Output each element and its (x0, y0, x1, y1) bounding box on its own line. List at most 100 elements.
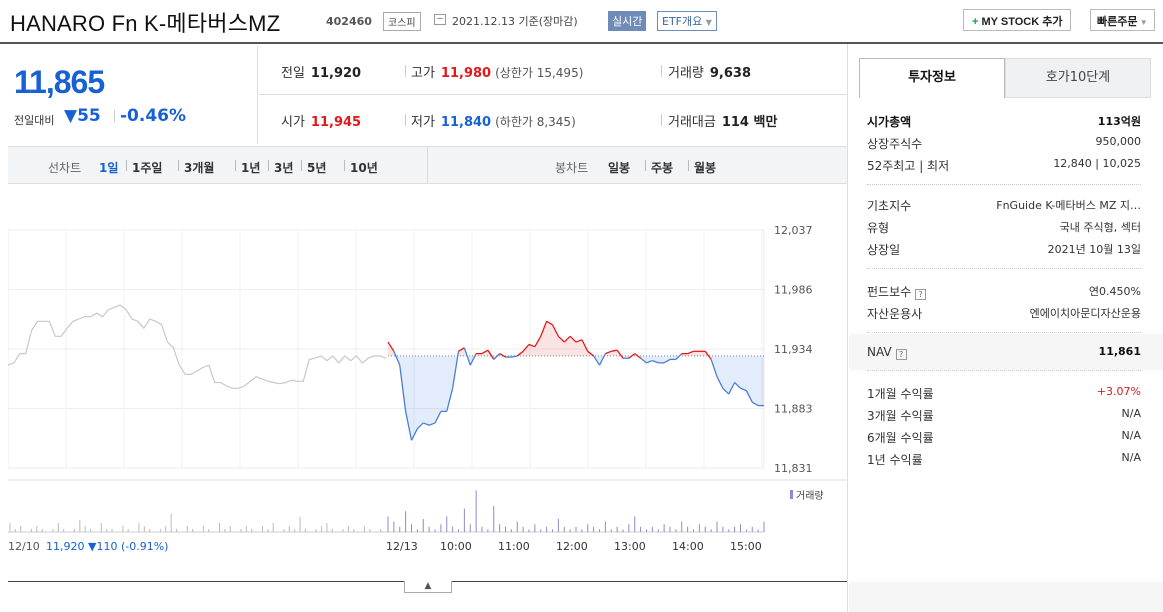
up-area (529, 344, 535, 356)
down-area (646, 355, 653, 363)
down-segment (593, 355, 601, 366)
down-segment (404, 411, 413, 441)
quick-order-button[interactable]: 빠른주문 ▼ (1090, 9, 1155, 31)
return-1y-value: N/A (1121, 451, 1141, 464)
x-tick-label: 15:00 (730, 540, 762, 553)
down-segment (734, 382, 741, 389)
return-6m-value: N/A (1121, 429, 1141, 442)
lower-limit: (하한가 8,345) (495, 115, 576, 129)
up-segment (534, 335, 542, 348)
down-area (670, 355, 676, 360)
down-segment (416, 422, 424, 430)
down-segment (598, 353, 606, 366)
candle-weekly[interactable]: 주봉 (651, 161, 674, 175)
my-stock-add-label: MY STOCK 추가 (981, 16, 1063, 28)
down-segment (446, 388, 454, 412)
up-segment (458, 347, 465, 352)
open-label: 시가 (281, 115, 305, 130)
divider (301, 160, 302, 171)
down-segment (663, 358, 671, 364)
stats-row: 전일 11,920 고가 11,980 (상한가 15,495) 거래량 9,638 (259, 46, 847, 95)
nav-value: 11,861 (1098, 345, 1141, 358)
fund-fee-value: 연0.450% (1088, 285, 1141, 298)
down-segment (410, 428, 418, 441)
volume-value: 9,638 (709, 66, 752, 81)
candle-monthly[interactable]: 월봉 (694, 161, 717, 175)
period-5y[interactable]: 5년 (307, 161, 327, 175)
prev-day-label: 12/10 (8, 540, 40, 553)
chevron-up-icon: ▲ (424, 581, 432, 591)
realtime-badge[interactable]: 실시간 (608, 11, 647, 31)
high-price: 고가 11,980 (상한가 15,495) (411, 62, 583, 81)
down-segment (511, 355, 518, 358)
listed-shares-label: 상장주식수 (867, 137, 923, 151)
candle-daily[interactable]: 일봉 (608, 161, 631, 175)
down-area (417, 355, 424, 429)
period-1y[interactable]: 1년 (241, 161, 261, 175)
info-row: 자산운용사 엔에이치아문디자산운용 (867, 302, 1141, 324)
fund-fee-section: 펀드보수? 연0.450% 자산운용사 엔에이치아문디자산운용 (867, 280, 1141, 324)
divider (178, 160, 179, 171)
up-segment (557, 335, 565, 343)
fund-basic-section: 기초지수 FnGuide K-메타버스 MZ 지… 유형 국내 주식형, 섹터 상장… (867, 194, 1141, 260)
down-area (652, 355, 659, 363)
up-area (534, 336, 541, 356)
prev-day-info: 11,920 ▼110 (-0.91%) (46, 540, 168, 553)
returns-section: 1개월 수익률 +3.07% 3개월 수익률 N/A 6개월 수익률 N/A 1년 수… (867, 382, 1141, 470)
down-segment (434, 411, 442, 424)
help-icon[interactable]: ? (915, 289, 927, 300)
divider (114, 110, 115, 122)
divider (405, 65, 406, 77)
help-icon[interactable]: ? (895, 349, 907, 360)
tab-order-book-10[interactable]: 호가10단계 (1005, 58, 1151, 98)
up-segment (546, 320, 553, 326)
info-row: 기초지수 FnGuide K-메타버스 MZ 지… (867, 194, 1141, 216)
low-price: 저가 11,840 (하한가 8,345) (411, 111, 576, 130)
info-row: 상장주식수 950,000 (867, 132, 1141, 154)
up-segment (628, 353, 636, 359)
down-segment (423, 422, 430, 426)
trade-amount-value: 114 백만 (721, 115, 778, 130)
info-row: 6개월 수익률 N/A (867, 426, 1141, 448)
down-segment (745, 390, 753, 403)
upper-limit: (상한가 15,495) (495, 66, 584, 80)
up-segment (528, 343, 536, 348)
info-tabs: 투자정보 호가10단계 (859, 58, 1152, 98)
investment-info-panel: 투자정보 호가10단계 시가총액 113억원 상장주식수 950,000 52주최고… (847, 44, 1163, 612)
stats-row: 시가 11,945 저가 11,840 (하한가 8,345) 거래대금 114 백만 (259, 95, 847, 144)
down-area (664, 355, 670, 363)
divider (867, 184, 1141, 185)
fund-type-value: 국내 주식형, 섹터 (1059, 221, 1141, 234)
info-row: 시가총액 113억원 (867, 110, 1141, 132)
collapse-chart-button[interactable]: ▲ (404, 581, 452, 593)
period-10y[interactable]: 10년 (350, 161, 378, 175)
period-3m[interactable]: 3개월 (184, 161, 215, 175)
up-area (693, 351, 700, 356)
down-segment (751, 401, 759, 407)
down-segment (652, 359, 659, 364)
up-area (540, 321, 547, 356)
high-value: 11,980 (440, 66, 492, 81)
period-1d[interactable]: 1일 (99, 161, 119, 175)
x-tick-label: 10:00 (440, 540, 472, 553)
period-3y[interactable]: 3년 (274, 161, 294, 175)
down-area (752, 355, 759, 406)
down-segment (493, 353, 501, 360)
down-segment (722, 387, 730, 395)
divider (344, 160, 345, 171)
up-segment (605, 350, 612, 355)
divider (268, 160, 269, 171)
my-stock-add-button[interactable]: + MY STOCK 추가 (963, 9, 1072, 31)
candle-chart-label: 봉차트 (555, 161, 589, 175)
tab-investment-info[interactable]: 투자정보 (859, 58, 1005, 98)
divider (427, 147, 428, 183)
etf-overview-dropdown[interactable]: ETF개요 ▼ (657, 11, 717, 31)
down-area (429, 355, 435, 426)
return-3m-label: 3개월 수익률 (867, 409, 934, 423)
period-1w[interactable]: 1주일 (132, 161, 163, 175)
nav-label: NAV? (867, 345, 907, 360)
up-area (552, 324, 559, 356)
low-value: 11,840 (440, 115, 492, 130)
down-segment (451, 351, 460, 389)
nav-section: NAV? 11,861 (867, 342, 1141, 364)
